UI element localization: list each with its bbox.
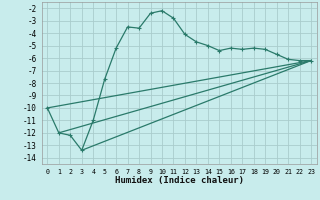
X-axis label: Humidex (Indice chaleur): Humidex (Indice chaleur) xyxy=(115,176,244,185)
